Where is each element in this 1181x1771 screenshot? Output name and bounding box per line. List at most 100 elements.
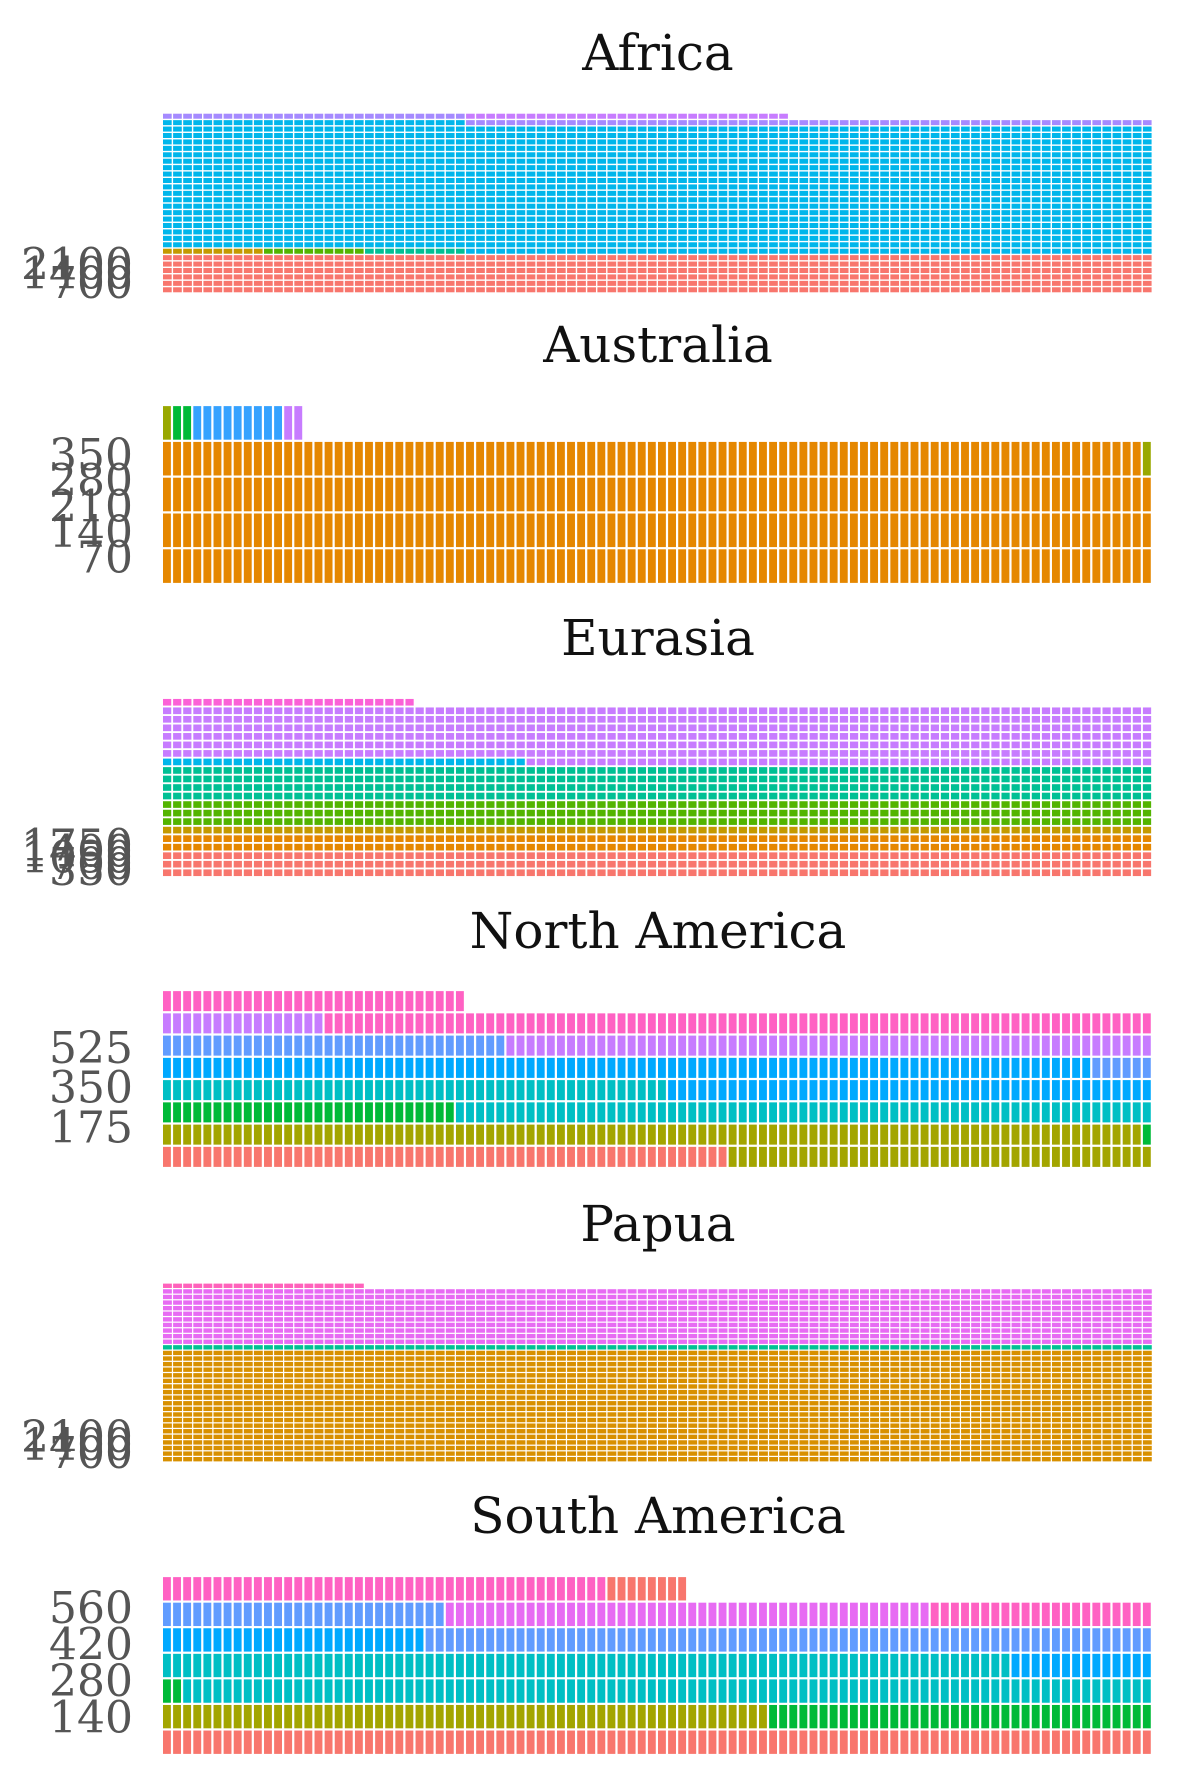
waffle-cell bbox=[294, 852, 303, 860]
waffle-cell bbox=[274, 229, 283, 235]
waffle-cell bbox=[1001, 758, 1010, 766]
waffle-cell bbox=[435, 177, 445, 183]
waffle-cell bbox=[466, 222, 475, 228]
waffle-cell bbox=[455, 441, 464, 476]
waffle-cell bbox=[415, 126, 425, 132]
waffle-cell bbox=[617, 145, 627, 151]
waffle-cell bbox=[637, 126, 647, 132]
waffle-cell bbox=[950, 267, 960, 273]
waffle-cell bbox=[344, 826, 354, 834]
waffle-cell bbox=[1001, 210, 1011, 216]
waffle-cell bbox=[637, 132, 647, 138]
waffle-cell bbox=[940, 235, 950, 241]
waffle-cell bbox=[455, 733, 465, 740]
waffle-cell bbox=[789, 733, 798, 740]
waffle-cell bbox=[496, 549, 505, 583]
waffle-cell bbox=[809, 549, 818, 583]
waffle-cell bbox=[556, 784, 566, 791]
waffle-cell bbox=[910, 229, 920, 235]
waffle-cell bbox=[354, 184, 364, 190]
waffle-cell bbox=[304, 715, 313, 723]
waffle-cell bbox=[253, 835, 263, 842]
waffle-cell bbox=[445, 860, 455, 868]
waffle-cell bbox=[779, 158, 788, 164]
waffle-cell bbox=[577, 210, 586, 216]
waffle-cell bbox=[223, 860, 232, 868]
waffle-cell bbox=[880, 869, 889, 877]
waffle-cell bbox=[880, 477, 889, 512]
waffle-cell bbox=[971, 758, 980, 766]
waffle-cell bbox=[870, 860, 879, 868]
waffle-cell bbox=[870, 210, 879, 216]
waffle-cell bbox=[445, 197, 455, 203]
waffle-cell bbox=[1122, 184, 1132, 190]
waffle-cell bbox=[617, 171, 627, 177]
waffle-cell bbox=[1011, 741, 1020, 749]
waffle-cell bbox=[556, 801, 566, 808]
waffle-cell bbox=[708, 261, 718, 267]
waffle-cell bbox=[1082, 715, 1091, 723]
waffle-cell bbox=[839, 818, 849, 825]
waffle-cell bbox=[981, 139, 990, 145]
waffle-cell bbox=[1092, 750, 1101, 757]
waffle-cell bbox=[516, 724, 525, 732]
waffle-cell bbox=[698, 267, 708, 273]
waffle-cell bbox=[395, 852, 404, 860]
waffle-cell bbox=[334, 216, 344, 222]
waffle-cell bbox=[294, 165, 304, 171]
waffle-cell bbox=[284, 190, 293, 196]
waffle-cell bbox=[486, 222, 495, 228]
waffle-cell bbox=[506, 860, 515, 868]
waffle-cell bbox=[1112, 190, 1122, 196]
waffle-cell bbox=[819, 287, 829, 293]
waffle-cell bbox=[1031, 210, 1041, 216]
waffle-cell bbox=[375, 126, 384, 132]
waffle-cell bbox=[395, 210, 405, 216]
waffle-cell bbox=[264, 255, 273, 261]
waffle-cell bbox=[183, 235, 192, 241]
waffle-cell bbox=[294, 203, 304, 209]
waffle-cell bbox=[971, 724, 980, 732]
waffle-cell bbox=[385, 113, 394, 119]
waffle-cell bbox=[1001, 145, 1011, 151]
waffle-cell bbox=[415, 145, 425, 151]
waffle-cell bbox=[678, 171, 687, 177]
waffle-cell bbox=[688, 750, 697, 757]
waffle-cell bbox=[445, 216, 455, 222]
waffle-cell bbox=[1051, 242, 1061, 248]
waffle-cell bbox=[799, 242, 809, 248]
waffle-cell bbox=[375, 843, 384, 851]
waffle-cell bbox=[860, 145, 869, 151]
waffle-cell bbox=[1142, 860, 1152, 868]
waffle-cell bbox=[223, 242, 233, 248]
waffle-cell bbox=[567, 513, 575, 548]
waffle-cell bbox=[829, 171, 839, 177]
waffle-cell bbox=[910, 222, 920, 228]
waffle-cell bbox=[617, 139, 627, 145]
waffle-cell bbox=[688, 758, 697, 766]
waffle-cell bbox=[1031, 216, 1041, 222]
waffle-cell bbox=[395, 775, 404, 783]
waffle-cell bbox=[819, 120, 829, 126]
waffle-cell bbox=[971, 126, 980, 132]
waffle-cell bbox=[476, 165, 485, 171]
waffle-cell bbox=[607, 775, 616, 783]
waffle-cell bbox=[243, 758, 253, 766]
waffle-cell bbox=[466, 818, 475, 825]
waffle-cell bbox=[243, 750, 253, 757]
waffle-cell bbox=[253, 750, 263, 757]
waffle-cell bbox=[910, 197, 920, 203]
waffle-cell bbox=[829, 792, 838, 800]
waffle-cell bbox=[849, 216, 859, 222]
waffle-cell bbox=[577, 549, 586, 583]
waffle-cell bbox=[971, 267, 980, 273]
waffle-cell bbox=[930, 132, 940, 138]
waffle-cell bbox=[284, 809, 293, 817]
waffle-cell bbox=[516, 835, 525, 842]
waffle-cell bbox=[264, 715, 273, 723]
waffle-cell bbox=[516, 274, 526, 280]
waffle-cell bbox=[870, 177, 879, 183]
waffle-cell bbox=[627, 750, 636, 757]
waffle-cell bbox=[769, 197, 778, 203]
waffle-cell bbox=[971, 801, 980, 808]
